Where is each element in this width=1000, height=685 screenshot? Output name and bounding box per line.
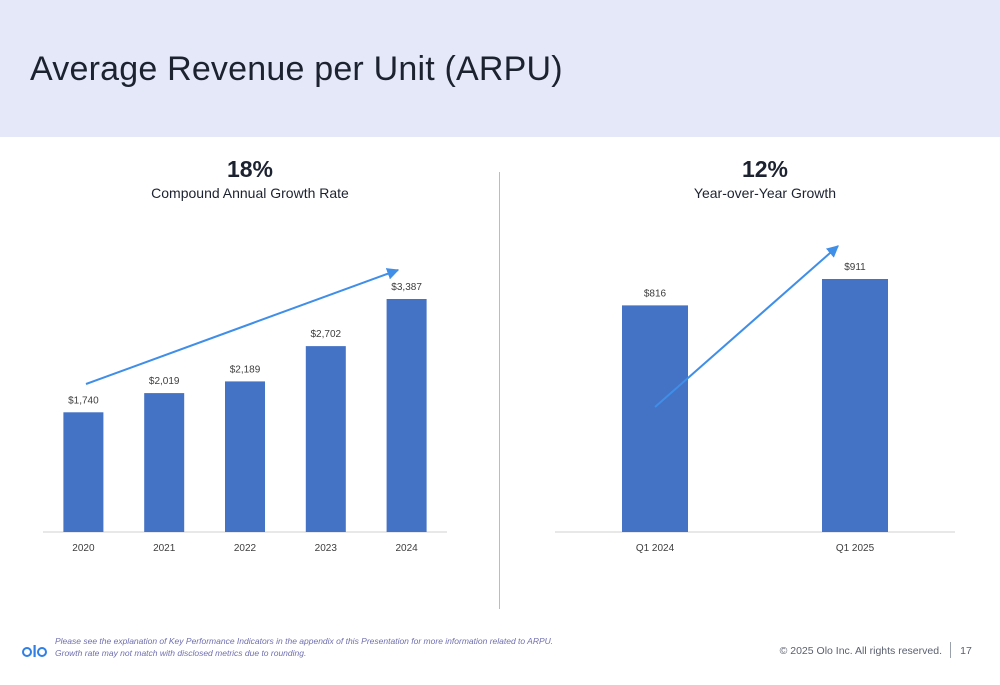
cagr-value: 18% [226, 156, 274, 182]
header-band [0, 0, 1000, 137]
trend-arrow [85, 268, 400, 385]
data-label-q1-2025: $911 [844, 262, 866, 273]
data-label-2020: $1,740 [68, 395, 99, 406]
x-tick-label-2020: 2020 [72, 543, 95, 554]
olo-logo-icon [22, 645, 47, 657]
page-number: 17 [960, 645, 972, 657]
cagr-callout: 18% Compound Annual Growth Rate [100, 154, 400, 202]
x-tick-label-2023: 2023 [315, 543, 338, 554]
yoy-label: Year-over-Year Growth [693, 185, 837, 201]
cagr-label: Compound Annual Growth Rate [151, 185, 349, 201]
data-label-q1-2024: $816 [644, 288, 667, 299]
x-tick-label-q1-2025: Q1 2025 [836, 543, 875, 554]
page-title: Average Revenue per Unit (ARPU) [30, 50, 563, 88]
yoy-value: 12% [741, 156, 789, 182]
bar-2023 [305, 346, 346, 532]
bar-2021 [144, 393, 185, 532]
data-label-2024: $3,387 [391, 282, 422, 293]
x-tick-label-2021: 2021 [153, 543, 176, 554]
data-label-2022: $2,189 [230, 364, 261, 375]
footnote: Please see the explanation of Key Perfor… [55, 635, 553, 659]
bar-2022 [225, 381, 265, 532]
x-tick-label-2022: 2022 [234, 543, 257, 554]
bar-q1-2025 [822, 279, 888, 532]
x-tick-label-q1-2024: Q1 2024 [636, 543, 675, 554]
footnote-line-1: Please see the explanation of Key Perfor… [55, 636, 554, 646]
bar-2020 [63, 412, 104, 532]
yoy-callout: 12% Year-over-Year Growth [615, 154, 915, 202]
footnote-line-2: Growth rate may not match with disclosed… [55, 648, 307, 658]
footer-separator [950, 642, 951, 658]
bar-2024 [386, 299, 427, 532]
data-label-2021: $2,019 [149, 376, 180, 387]
data-label-2023: $2,702 [311, 329, 342, 340]
trend-arrow [654, 245, 839, 408]
chart-divider [499, 172, 500, 609]
bar-q1-2024 [622, 305, 688, 532]
x-tick-label-2024: 2024 [395, 543, 418, 554]
copyright-text: © 2025 Olo Inc. All rights reserved. [779, 645, 942, 657]
